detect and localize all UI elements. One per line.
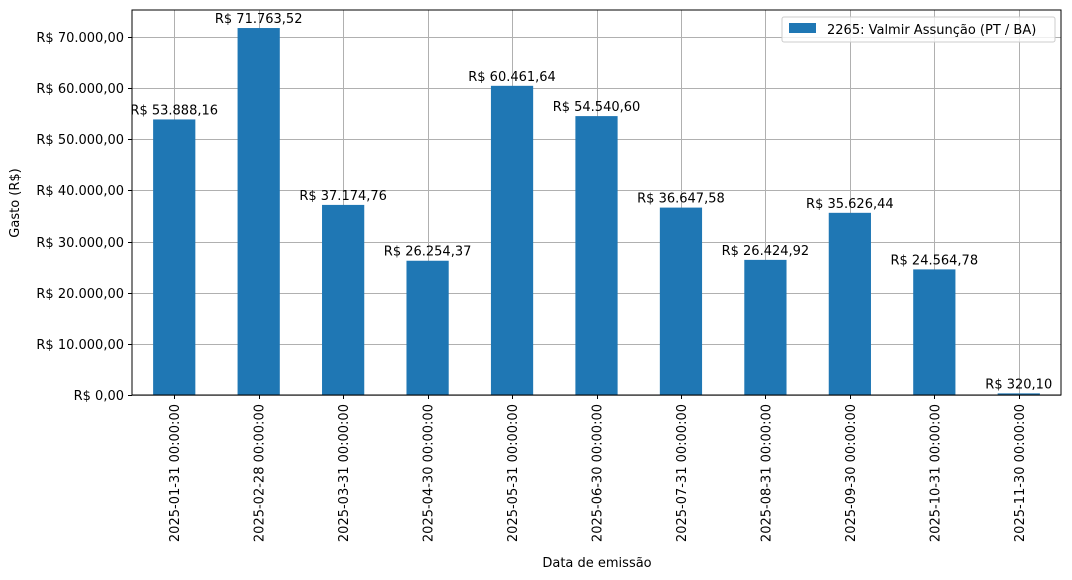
- x-axis: 2025-01-31 00:00:00 2025-02-28 00:00:00 20…: [168, 395, 1028, 542]
- y-tick-label: R$ 60.000,00: [36, 82, 124, 97]
- bar-value-label: R$ 71.763,52: [215, 12, 303, 27]
- bar: [406, 260, 449, 395]
- bar-value-label: R$ 35.626,44: [806, 197, 894, 212]
- x-tick-label: 2025-07-31 00:00:00: [675, 404, 690, 542]
- bar: [575, 116, 618, 395]
- bar: [744, 259, 787, 395]
- bars: [153, 28, 1040, 396]
- y-tick-label: R$ 30.000,00: [36, 236, 124, 251]
- bar-value-label: R$ 26.424,92: [722, 244, 810, 259]
- y-tick-label: R$ 10.000,00: [36, 338, 124, 353]
- bar-value-label: R$ 24.564,78: [891, 253, 979, 268]
- bar: [659, 207, 703, 395]
- y-axis: R$ 0,00 R$ 10.000,00 R$ 20.000,00 R$ 30.000…: [36, 31, 132, 404]
- legend-swatch: [789, 23, 816, 33]
- y-tick-label: R$ 20.000,00: [36, 287, 124, 302]
- bar-value-label: R$ 320,10: [985, 377, 1052, 392]
- x-tick-label: 2025-05-31 00:00:00: [506, 404, 521, 542]
- y-tick-label: R$ 0,00: [74, 389, 124, 404]
- bar-value-labels: R$ 53.888,16 R$ 71.763,52 R$ 37.174,76 R$ 2…: [130, 12, 1052, 392]
- x-tick-label: 2025-06-30 00:00:00: [591, 404, 606, 542]
- bar: [490, 85, 534, 396]
- x-tick-label: 2025-01-31 00:00:00: [168, 404, 183, 542]
- bar-value-label: R$ 53.888,16: [130, 103, 218, 118]
- x-tick-label: 2025-03-31 00:00:00: [337, 404, 352, 542]
- x-axis-label: Data de emissão: [542, 556, 651, 571]
- plot-frame: [131, 9, 1062, 396]
- bar-value-label: R$ 37.174,76: [299, 189, 387, 204]
- bar: [237, 28, 280, 396]
- legend-label: 2265: Valmir Assunção (PT / BA): [827, 23, 1036, 38]
- x-tick-label: 2025-02-28 00:00:00: [253, 404, 268, 542]
- x-tick-label: 2025-11-30 00:00:00: [1013, 404, 1028, 542]
- bar-value-label: R$ 36.647,58: [637, 192, 725, 207]
- bar: [913, 269, 956, 395]
- bar-value-label: R$ 60.461,64: [468, 70, 556, 85]
- y-axis-label: Gasto (R$): [8, 168, 23, 237]
- bar-value-label: R$ 54.540,60: [553, 100, 641, 115]
- bar: [322, 204, 365, 395]
- x-tick-label: 2025-08-31 00:00:00: [759, 404, 774, 542]
- bar-value-label: R$ 26.254,37: [384, 245, 472, 260]
- legend: 2265: Valmir Assunção (PT / BA): [781, 16, 1056, 43]
- x-tick-label: 2025-10-31 00:00:00: [928, 404, 943, 542]
- x-tick-label: 2025-09-30 00:00:00: [844, 404, 859, 542]
- y-tick-label: R$ 40.000,00: [36, 184, 124, 199]
- x-tick-label: 2025-04-30 00:00:00: [422, 404, 437, 542]
- bar: [997, 393, 1040, 395]
- bar: [153, 119, 196, 396]
- bar: [828, 212, 871, 395]
- y-tick-label: R$ 70.000,00: [36, 31, 124, 46]
- y-tick-label: R$ 50.000,00: [36, 133, 124, 148]
